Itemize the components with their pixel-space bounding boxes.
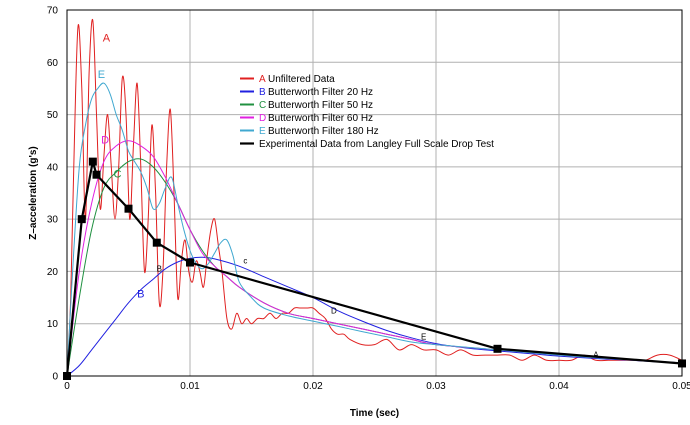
data-point-marker: [493, 344, 502, 353]
x-tick-labels: 0 0.01 0.02 0.03 0.04 0.05: [64, 381, 690, 392]
curve-label-e: E: [98, 69, 105, 81]
data-point-marker: [152, 238, 161, 247]
data-point-marker: [88, 157, 97, 166]
legend-entry-butterworth-filter-180-hz: Butterworth Filter 180 Hz: [268, 126, 379, 137]
y-tick-label: 20: [47, 267, 59, 278]
curve-label-b: B: [137, 289, 144, 301]
y-tick-label: 60: [47, 58, 59, 69]
legend-entry-butterworth-filter-20-hz: Butterworth Filter 20 Hz: [268, 87, 373, 98]
y-axis-title: Z–acceleration (g's): [28, 146, 39, 240]
x-tick-label: 0.03: [426, 381, 446, 392]
y-tick-label: 40: [47, 162, 59, 173]
y-tick-label: 10: [47, 319, 59, 330]
series-line-e: [66, 82, 683, 377]
y-tick-label: 30: [47, 215, 59, 226]
legend-letter-d: D: [259, 113, 266, 124]
y-tick-label: 0: [52, 372, 58, 383]
x-tick-label: 0.01: [180, 381, 200, 392]
legend-entry-butterworth-filter-50-hz: Butterworth Filter 50 Hz: [268, 100, 373, 111]
x-tick-label: 0.02: [303, 381, 323, 392]
curve-label-b: B: [157, 264, 162, 273]
series-line-d: [66, 140, 683, 377]
series-layer: [65, 18, 683, 377]
data-point-marker: [77, 215, 86, 224]
x-tick-label: 0.04: [549, 381, 569, 392]
x-axis-title: Time (sec): [350, 408, 399, 419]
legend-letter-e: E: [259, 126, 266, 137]
curve-label-a: A: [103, 32, 111, 44]
legend-letter-c: C: [259, 100, 266, 111]
legend-entry-butterworth-filter-60-hz: Butterworth Filter 60 Hz: [268, 113, 373, 124]
curve-label-e: E: [421, 332, 426, 341]
y-tick-label: 50: [47, 110, 59, 121]
data-point-marker: [124, 204, 133, 213]
curve-label-d: D: [101, 134, 109, 146]
y-tick-label: 70: [47, 6, 59, 17]
legend-letter-b: B: [259, 87, 266, 98]
data-point-marker: [186, 258, 194, 267]
grid-lines: [66, 9, 683, 377]
x-tick-label: 0.05: [672, 381, 690, 392]
curve-label-d: D: [331, 306, 337, 315]
y-tick-labels: 0 10 20 30 40 50 60 70: [47, 6, 59, 383]
legend-entry-experimental-data-from-langley-full-scale-drop-test: Experimental Data from Langley Full Scal…: [259, 139, 494, 150]
series-line-a: [66, 18, 683, 377]
curve-label-c: c: [243, 257, 247, 266]
series-line-b: [66, 256, 683, 377]
plot-frame: [66, 9, 683, 377]
legend-letter-a: A: [259, 74, 266, 85]
data-point-marker: [92, 170, 101, 179]
curve-label-a: A: [593, 351, 599, 360]
legend-entry-unfiltered-data: Unfiltered Data: [268, 74, 335, 85]
x-tick-label: 0: [64, 381, 70, 392]
curve-label-c: C: [113, 168, 121, 180]
